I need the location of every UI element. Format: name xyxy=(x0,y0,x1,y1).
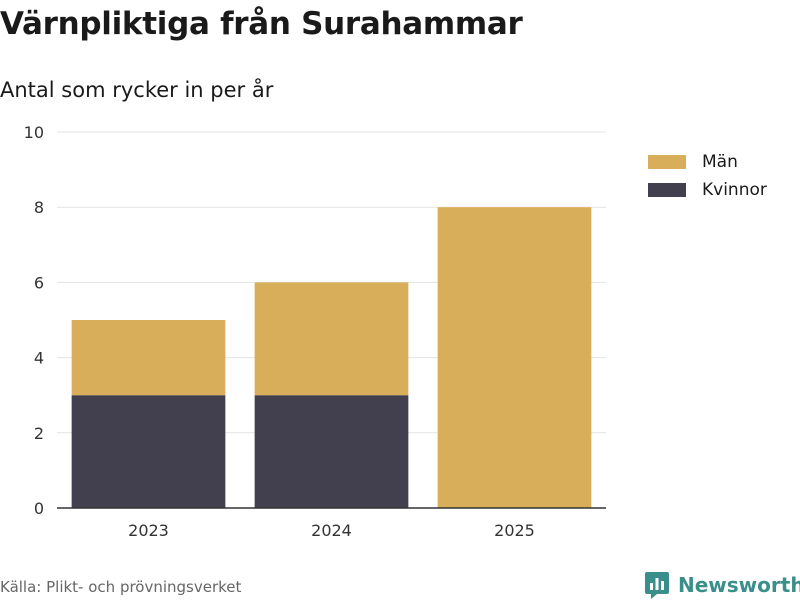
bar-m-n-2025 xyxy=(437,207,592,508)
bar-m-n-2024 xyxy=(254,282,409,396)
legend-item-man: Män xyxy=(648,148,767,176)
y-tick-label: 2 xyxy=(34,424,44,443)
legend-label-kvinnor: Kvinnor xyxy=(702,180,767,200)
legend-item-kvinnor: Kvinnor xyxy=(648,176,767,204)
x-tick-label: 2025 xyxy=(494,521,535,540)
y-tick-label: 6 xyxy=(34,273,44,292)
x-tick-label: 2023 xyxy=(128,521,169,540)
x-tick-label: 2024 xyxy=(311,521,352,540)
y-tick-label: 8 xyxy=(34,198,44,217)
legend-swatch-man xyxy=(648,155,686,169)
legend-label-man: Män xyxy=(702,152,738,172)
source-note: Källa: Plikt- och prövningsverket xyxy=(0,578,242,596)
brand: Newsworthy xyxy=(644,570,800,600)
brand-name: Newsworthy xyxy=(678,573,800,597)
y-tick-label: 4 xyxy=(34,349,44,368)
chart-subtitle: Antal som rycker in per år xyxy=(0,78,274,102)
chart-title: Värnpliktiga från Surahammar xyxy=(0,6,523,42)
bar-kvinnor-2023 xyxy=(71,395,226,508)
y-tick-label: 0 xyxy=(34,499,44,518)
legend: Män Kvinnor xyxy=(648,148,767,204)
bar-chart-logo-icon xyxy=(645,572,669,599)
bar-m-n-2023 xyxy=(71,320,226,396)
legend-swatch-kvinnor xyxy=(648,183,686,197)
y-tick-label: 10 xyxy=(24,123,44,142)
bar-kvinnor-2024 xyxy=(254,395,409,508)
